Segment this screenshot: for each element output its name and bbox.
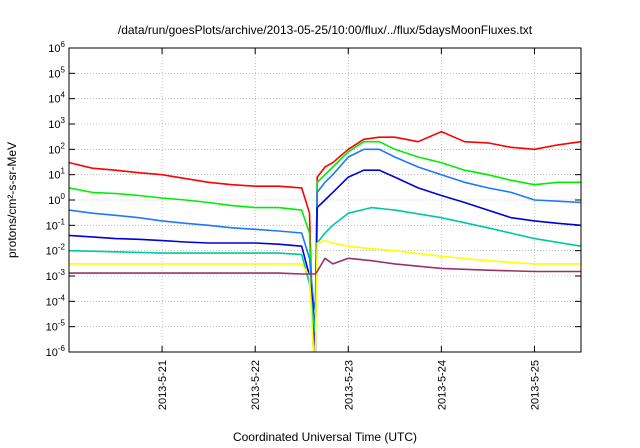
series-group: [69, 130, 581, 352]
y-tick-label: 10-1: [46, 217, 66, 232]
series-line-3: [69, 148, 581, 310]
series-line-1: [69, 130, 581, 352]
series-line-7: [69, 257, 581, 275]
x-axis-label: Coordinated Universal Time (UTC): [233, 430, 417, 444]
x-tick-label: 2013-5-24: [436, 360, 448, 410]
x-tick-label: 2013-5-21: [157, 360, 169, 410]
y-tick-label: 103: [48, 116, 65, 131]
y-tick-label: 10-2: [46, 243, 66, 258]
y-tick-label: 10-6: [46, 344, 66, 359]
y-tick-label: 10-5: [46, 319, 66, 334]
y-tick-label: 102: [48, 141, 65, 156]
series-line-6: [69, 239, 581, 352]
x-tick-label: 2013-5-23: [343, 360, 355, 410]
y-tick-label: 101: [48, 167, 65, 182]
x-tick-label: 2013-5-25: [529, 360, 541, 410]
y-tick-label: 10-3: [46, 268, 66, 283]
y-tick-label: 100: [48, 192, 65, 207]
series-line-2: [69, 140, 581, 352]
series-line-4: [69, 169, 581, 352]
chart-title: /data/run/goesPlots/archive/2013-05-25/1…: [118, 23, 533, 37]
plot-frame: [68, 47, 582, 353]
y-tick-label: 105: [48, 65, 65, 80]
y-tick-label: 104: [48, 91, 65, 106]
y-tick-label: 10-4: [46, 293, 66, 308]
x-tick-label: 2013-5-22: [250, 360, 262, 410]
x-axis-ticks: 2013-5-21 2013-5-22 2013-5-23 2013-5-24 2013…: [157, 48, 541, 410]
y-tick-label: 106: [48, 40, 65, 55]
y-axis-label: protons/cm²-s-sr-MeV: [5, 142, 19, 258]
